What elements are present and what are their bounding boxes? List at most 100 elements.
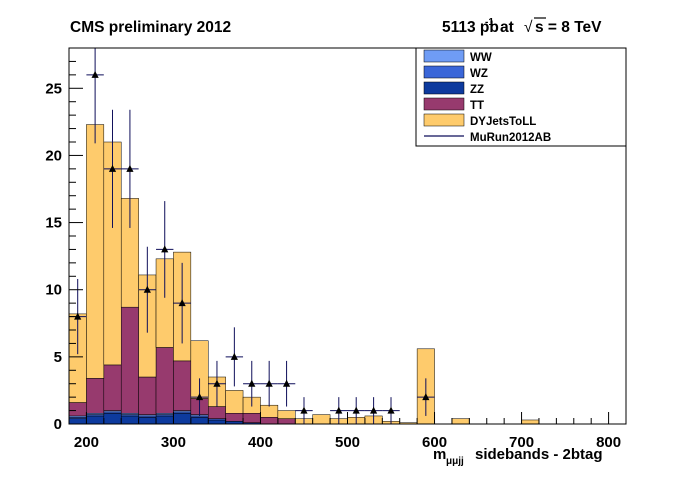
bar-zz-320 — [190, 417, 209, 425]
legend-label-murun2012ab: MuRun2012AB — [470, 132, 551, 144]
legend-swatch-dyjetstoll — [423, 113, 465, 127]
data-point-410 — [260, 360, 278, 407]
y-tick-label: 0 — [54, 416, 62, 433]
bar-tt-340 — [208, 406, 226, 419]
data-marker — [126, 164, 134, 172]
data-point-550 — [382, 397, 400, 424]
x-tick-label: 300 — [161, 434, 186, 451]
data-marker — [387, 406, 395, 414]
y-tick-label: 5 — [54, 349, 62, 366]
bar-dyjetstoll-620 — [451, 418, 470, 425]
bar-tt-400 — [260, 417, 279, 425]
x-tick-label: 400 — [248, 434, 273, 451]
header-energy: s = 8 TeV — [535, 19, 602, 36]
data-marker — [195, 393, 204, 401]
legend-box — [415, 47, 627, 147]
header-left: CMS preliminary 2012 — [70, 19, 231, 36]
legend-label-wz: WZ — [470, 68, 488, 80]
xlabel-m: m — [433, 446, 446, 463]
legend-label-ww: WW — [470, 52, 492, 64]
bar-tt-380 — [242, 413, 261, 423]
data-point-510 — [347, 397, 365, 424]
data-point-430 — [277, 360, 296, 407]
data-marker — [352, 406, 360, 414]
data-marker — [370, 406, 378, 414]
legend-swatch-ww — [423, 49, 465, 63]
data-point-330 — [190, 378, 209, 416]
bar-dyjetstoll-700 — [521, 419, 540, 425]
x-tick-label: 700 — [509, 434, 534, 451]
header-lumi-block: 5113 pb -1 at √ s = 8 TeV — [442, 17, 602, 36]
xlabel-rest: sidebands - 2btag — [475, 446, 603, 463]
data-marker — [300, 406, 308, 414]
data-point-590 — [417, 378, 435, 416]
data-point-370 — [225, 327, 244, 387]
data-point-290 — [156, 201, 174, 298]
data-point-450 — [295, 397, 313, 424]
xlabel-subscript: μμjj — [446, 456, 464, 467]
bar-tt-240 — [120, 306, 139, 414]
bar-dyjetstoll-400 — [260, 404, 279, 418]
data-point-310 — [173, 262, 191, 344]
legend-label-dyjetstoll: DYJetsToLL — [470, 116, 536, 128]
data-marker — [248, 379, 256, 387]
bar-tt-280 — [155, 347, 174, 414]
legend-label-zz: ZZ — [470, 84, 484, 96]
data-point-250 — [121, 109, 139, 228]
legend-swatch-wz — [423, 65, 465, 79]
bar-zz-340 — [208, 419, 226, 425]
x-axis: 200 300 400 500 600 700 800 — [74, 412, 627, 451]
stack-layer — [68, 124, 540, 425]
bar-dyjetstoll-200 — [86, 124, 105, 379]
bar-zz-200 — [86, 415, 105, 425]
x-axis-label: m μμjj sidebands - 2btag — [433, 446, 603, 467]
y-tick-label: 15 — [45, 215, 62, 232]
data-marker — [91, 70, 99, 78]
data-marker — [335, 406, 343, 414]
legend-swatch-zz — [423, 81, 465, 95]
bar-dyjetstoll-360 — [225, 390, 244, 414]
data-marker — [161, 245, 169, 253]
bar-tt-260 — [138, 376, 157, 415]
y-tick-label: 10 — [45, 282, 62, 299]
header-lumi: 5113 pb — [442, 19, 499, 36]
x-tick-label: 200 — [74, 434, 99, 451]
data-marker — [108, 164, 117, 172]
header-sqrt-symbol: √ — [524, 19, 533, 36]
bar-dyjetstoll-420 — [277, 410, 296, 419]
bar-zz-260 — [138, 417, 157, 425]
bar-tt-180 — [68, 402, 87, 417]
data-point-210 — [86, 48, 104, 144]
data-marker — [422, 393, 430, 401]
data-marker — [265, 379, 273, 387]
y-tick-label: 25 — [45, 80, 62, 97]
legend-label-tt: TT — [470, 100, 484, 112]
x-tick-label: 600 — [422, 434, 447, 451]
bar-zz-220 — [103, 413, 122, 425]
data-marker — [213, 379, 221, 387]
header-lumi-exp: -1 — [485, 17, 494, 28]
data-point-530 — [364, 397, 383, 424]
data-marker — [282, 379, 291, 387]
bar-zz-300 — [173, 413, 192, 425]
bar-zz-180 — [68, 418, 87, 425]
legend-swatch-tt — [423, 97, 465, 111]
bar-tt-300 — [173, 360, 192, 411]
bar-tt-360 — [225, 413, 244, 422]
data-point-350 — [208, 360, 226, 407]
data-point-390 — [243, 360, 261, 407]
data-marker — [230, 352, 238, 360]
bar-zz-240 — [120, 415, 139, 425]
data-point-270 — [138, 246, 157, 333]
bar-zz-280 — [155, 415, 174, 425]
legend: WW WZ ZZ TT DYJetsToLL MuRun2012AB — [415, 47, 627, 147]
data-points-layer — [69, 48, 435, 424]
x-tick-label: 500 — [335, 434, 360, 451]
x-tick-label: 800 — [596, 434, 621, 451]
bar-tt-420 — [277, 418, 296, 425]
bar-tt-200 — [86, 378, 105, 414]
data-marker — [178, 299, 186, 307]
bar-tt-220 — [103, 364, 122, 411]
